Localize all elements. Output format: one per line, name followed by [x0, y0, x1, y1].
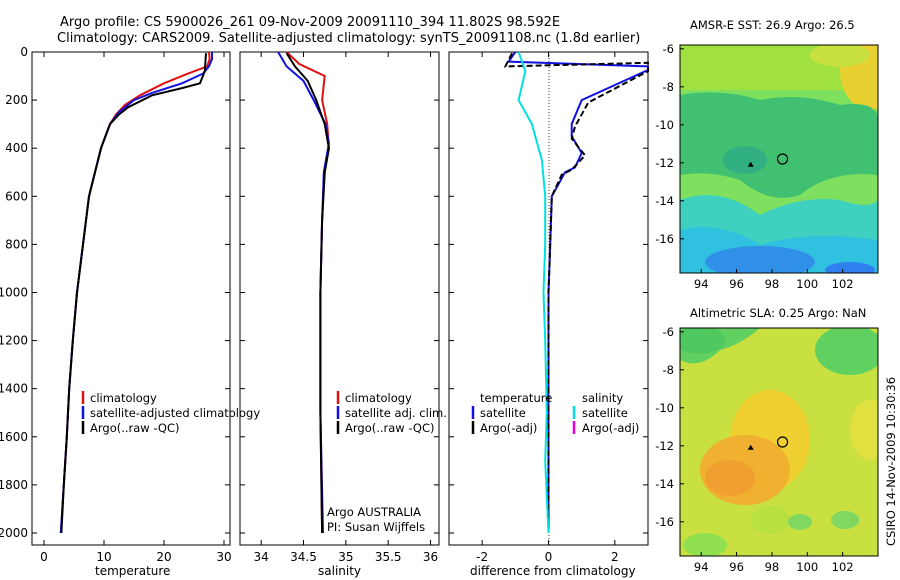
sst-lat-label-5: -16 [655, 232, 674, 246]
sst-lon-label-4: 102 [832, 277, 854, 291]
sst-lon-label-0: 94 [694, 277, 709, 291]
depth-tick-label-2: 400 [5, 141, 28, 155]
depth-tick-label-7: 1400 [0, 382, 28, 396]
sla-lat-label-1: -8 [663, 363, 674, 377]
depth-tick-label-10: 2000 [0, 526, 28, 540]
sla-lat-label-5: -16 [655, 515, 674, 529]
legend-salinity-heading: salinity [582, 391, 623, 405]
side-credit-label: CSIRO 14-Nov-2009 10:30:36 [884, 377, 898, 546]
diff-xtick-label-2: 2 [611, 550, 619, 564]
sla-lon-label-2: 98 [765, 560, 780, 574]
legend-sal-climatology: climatology [345, 391, 412, 405]
sal-series-2 [285, 52, 330, 534]
legend-sal-diff-argo: Argo(-adj) [582, 421, 639, 435]
sal-xtick-label-2: 35 [338, 550, 353, 564]
sla-lon-label-3: 100 [796, 560, 818, 574]
diff-series-0 [506, 51, 649, 533]
legend-temp-satellite: satellite [480, 406, 526, 420]
temp-series-1 [59, 52, 213, 534]
sla-field [680, 328, 878, 556]
depth-tick-label-1: 200 [5, 93, 28, 107]
depth-tick-label-5: 1000 [0, 285, 28, 299]
sla-map: Altimetric SLA: 0.25 Argo: NaN 94 96 98 100… [655, 306, 879, 574]
sla-map-title: Altimetric SLA: 0.25 Argo: NaN [690, 306, 866, 320]
sal-xtick-label-1: 34.5 [290, 550, 317, 564]
sal-xtick-label-0: 34 [254, 550, 269, 564]
sla-lon-label-4: 102 [832, 560, 854, 574]
sst-lat-label-4: -14 [655, 194, 674, 208]
sst-lon-label-3: 100 [796, 277, 818, 291]
sla-track-marker [747, 444, 754, 450]
sst-lat-label-1: -8 [663, 80, 674, 94]
sla-lon-label-0: 94 [694, 560, 709, 574]
diff-xtick-label-0: -2 [476, 550, 488, 564]
diff-xtick-label-1: 0 [545, 550, 553, 564]
sst-field [680, 45, 878, 273]
sla-lat-label-3: -12 [655, 439, 674, 453]
depth-tick-label-0: 0 [20, 45, 28, 59]
legend-satellite-adjusted: satellite-adjusted climatology [90, 406, 260, 420]
legend-sal-diff-satellite: satellite [582, 406, 628, 420]
sst-lat-label-0: -6 [663, 42, 674, 56]
sla-lon-label-1: 96 [729, 560, 744, 574]
legend-temp-argo: Argo(-adj) [480, 421, 537, 435]
salinity-panel: 34 34.5 35 35.5 36 salinity climatology sate… [239, 51, 447, 578]
sla-lat-label-4: -14 [655, 477, 674, 491]
temperature-xlabel: temperature [95, 564, 170, 578]
sst-map: AMSR-E SST: 26.9 Argo: 26.5 94 96 98 100 102… [655, 18, 879, 291]
depth-tick-label-6: 1200 [0, 334, 28, 348]
difference-xlabel: difference from climatology [470, 564, 636, 578]
temp-series-0 [59, 51, 211, 534]
sal-xtick-label-4: 36 [423, 550, 438, 564]
sst-lat-label-3: -12 [655, 156, 674, 170]
diff-series-2 [517, 51, 550, 534]
temp-series-2 [60, 53, 207, 534]
title-line1: Argo profile: CS 5900026_261 09-Nov-2009… [60, 15, 560, 30]
temp-xtick-label-2: 20 [156, 550, 171, 564]
temp-xtick-label-1: 10 [96, 550, 111, 564]
argo-australia-note: Argo AUSTRALIA [327, 505, 421, 519]
legend-sal-satellite: satellite adj. clim. [345, 406, 447, 420]
legend-climatology: climatology [90, 391, 157, 405]
sst-float-location-marker [776, 153, 789, 165]
temperature-panel: 0 10 20 30 0 200 400 600 800 1000 1200 1400 1600 1800… [0, 45, 260, 578]
sst-lon-label-2: 98 [765, 277, 780, 291]
sst-map-title: AMSR-E SST: 26.9 Argo: 26.5 [690, 18, 855, 32]
sal-xtick-label-3: 35.5 [375, 550, 402, 564]
sla-lat-label-0: -6 [663, 325, 674, 339]
legend-argo: Argo(..raw -QC) [90, 421, 180, 435]
legend-temperature-heading: temperature [480, 391, 552, 405]
difference-panel: -2 0 2 difference from climatology tempera… [448, 51, 649, 578]
sla-float-location-marker [776, 436, 789, 448]
sal-series-0 [285, 51, 330, 534]
temp-xtick-label-3: 30 [216, 550, 231, 564]
temperature-legend: climatology satellite-adjusted climatolo… [81, 391, 260, 435]
pi-note: PI: Susan Wijffels [327, 520, 425, 534]
depth-tick-label-3: 600 [5, 189, 28, 203]
sst-lon-label-1: 96 [729, 277, 744, 291]
depth-tick-label-9: 1800 [0, 478, 28, 492]
difference-legend: temperature satellite Argo(-adj) salinit… [471, 391, 639, 435]
salinity-legend: climatology satellite adj. clim. Argo(..… [336, 391, 447, 435]
diff-series-1 [503, 52, 649, 533]
salinity-xlabel: salinity [318, 564, 361, 578]
sla-lat-label-2: -10 [655, 401, 674, 415]
legend-sal-argo: Argo(..raw -QC) [345, 421, 435, 435]
title-line2: Climatology: CARS2009. Satellite-adjuste… [57, 31, 640, 46]
sst-lat-label-2: -10 [655, 118, 674, 132]
depth-tick-label-8: 1600 [0, 430, 28, 444]
temp-xtick-label-0: 0 [40, 550, 48, 564]
depth-tick-label-4: 800 [5, 237, 28, 251]
sst-track-marker [747, 161, 754, 167]
